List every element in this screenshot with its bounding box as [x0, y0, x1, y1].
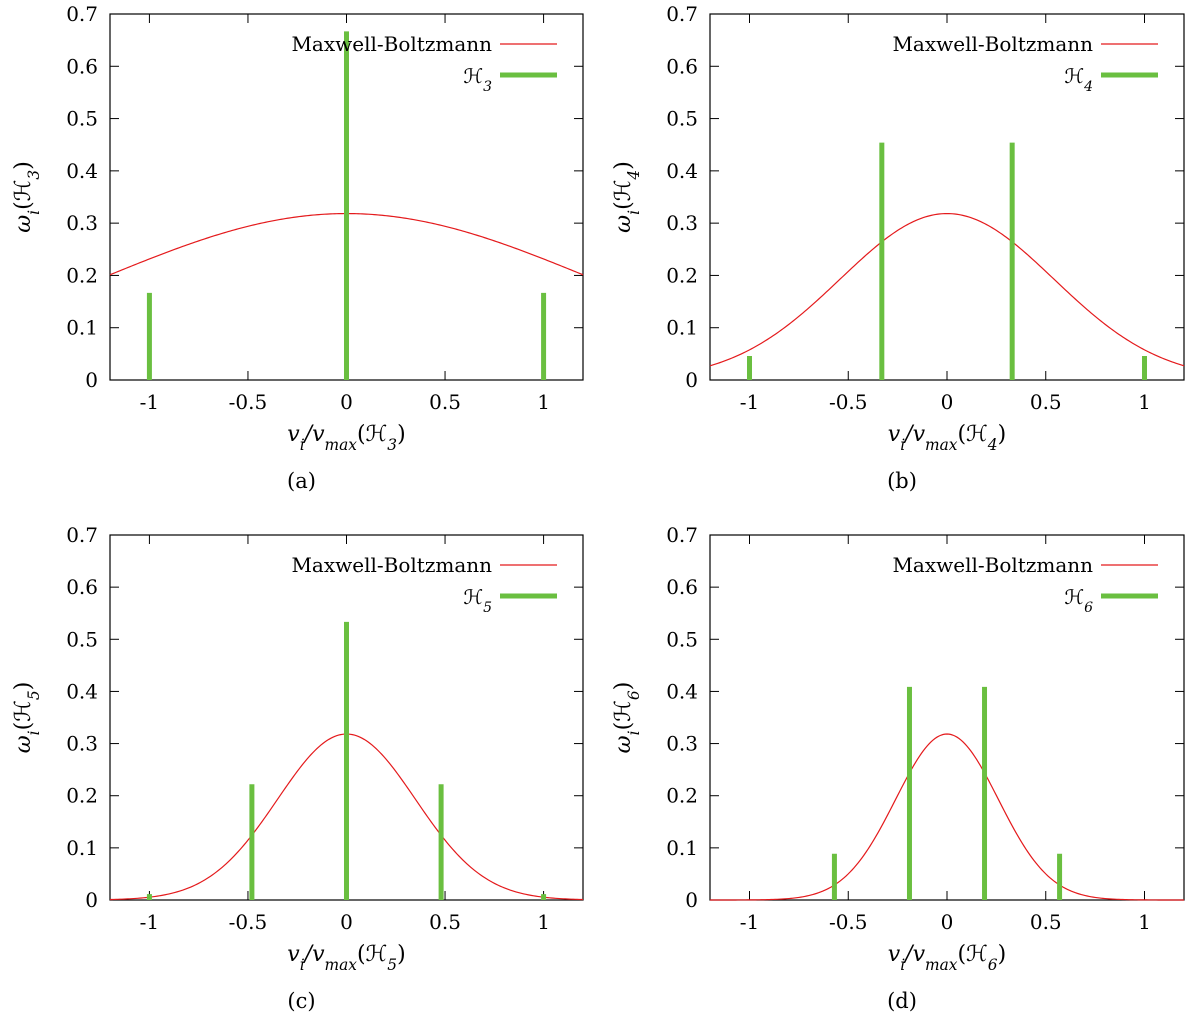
chart-panel-b: 0 0.1 0.2 0.3 0.4 0.5 0.6 0.7 -1 -0.5 0 0.5 1 Maxwell… — [611, 2, 1185, 493]
legend-label-impulses: ℋ4 — [1064, 64, 1093, 95]
chart-panel-d: 0 0.1 0.2 0.3 0.4 0.5 0.6 0.7 -1 -0.5 0 0.5 1 Maxwell… — [611, 523, 1185, 1013]
x-tick-label: 0 — [340, 910, 353, 934]
x-tick-label: -1 — [140, 390, 159, 414]
legend-label-maxwell-boltzmann: Maxwell-Boltzmann — [291, 553, 492, 577]
x-axis-label: vi/vmax(ℋ5) — [287, 942, 405, 974]
x-tick-label: -0.5 — [829, 910, 868, 934]
y-tick-label: 0.2 — [66, 263, 98, 287]
y-tick-label: 0 — [85, 888, 98, 912]
y-tick-label: 0 — [685, 368, 698, 392]
y-tick-label: 0.2 — [66, 784, 98, 808]
legend-label-maxwell-boltzmann: Maxwell-Boltzmann — [892, 32, 1093, 56]
y-tick-label: 0 — [685, 888, 698, 912]
y-tick-label: 0.4 — [66, 159, 98, 183]
y-tick-label: 0.7 — [66, 2, 98, 26]
panel-caption: (c) — [287, 989, 315, 1013]
y-tick-label: 0.3 — [66, 732, 98, 756]
y-tick-label: 0.7 — [666, 2, 698, 26]
y-tick-label: 0.2 — [666, 784, 698, 808]
x-axis-label: vi/vmax(ℋ3) — [287, 422, 405, 454]
legend-label-impulses: ℋ3 — [463, 64, 492, 95]
plot-frame — [709, 13, 1185, 381]
y-tick-label: 0.1 — [666, 316, 698, 340]
chart-panel-a: 0 0.1 0.2 0.3 0.4 0.5 0.6 0.7 -1 -0.5 0 0.5 1 Maxwell… — [11, 2, 584, 493]
legend-label-impulses: ℋ6 — [1064, 585, 1093, 616]
y-tick-label: 0.3 — [666, 211, 698, 235]
x-axis-label: vi/vmax(ℋ4) — [888, 422, 1006, 454]
legend-label-impulses: ℋ5 — [463, 585, 492, 616]
panel-caption: (b) — [887, 469, 917, 493]
legend-label-maxwell-boltzmann: Maxwell-Boltzmann — [892, 553, 1093, 577]
y-tick-label: 0 — [85, 368, 98, 392]
y-tick-label: 0.1 — [66, 836, 98, 860]
series-maxwell-boltzmann-line — [709, 212, 1185, 367]
x-tick-label: 0 — [941, 390, 954, 414]
series-maxwell-boltzmann-line — [710, 733, 1184, 901]
y-tick-label: 0.5 — [666, 107, 698, 131]
panel-caption: (a) — [287, 469, 316, 493]
y-tick-label: 0.6 — [66, 54, 98, 78]
x-tick-label: -1 — [740, 390, 759, 414]
y-tick-label: 0.4 — [66, 679, 98, 703]
x-tick-label: 1 — [537, 910, 550, 934]
y-tick-label: 0.5 — [666, 627, 698, 651]
x-tick-label: -0.5 — [229, 390, 268, 414]
legend-label-maxwell-boltzmann: Maxwell-Boltzmann — [291, 32, 492, 56]
y-tick-label: 0.6 — [66, 575, 98, 599]
x-tick-label: 1 — [1138, 910, 1151, 934]
x-tick-label: 0.5 — [1030, 390, 1062, 414]
y-tick-label: 0.4 — [666, 159, 698, 183]
y-axis-label: ωi(ℋ6) — [611, 682, 643, 754]
y-tick-label: 0.7 — [666, 523, 698, 547]
y-tick-label: 0.4 — [666, 679, 698, 703]
y-tick-label: 0.1 — [666, 836, 698, 860]
panel-caption: (d) — [887, 989, 917, 1013]
x-tick-label: 0.5 — [429, 390, 461, 414]
x-tick-label: 0.5 — [1030, 910, 1062, 934]
y-tick-label: 0.6 — [666, 54, 698, 78]
x-tick-label: 1 — [1138, 390, 1151, 414]
x-tick-label: -0.5 — [829, 390, 868, 414]
x-tick-label: 1 — [537, 390, 550, 414]
y-tick-label: 0.2 — [666, 263, 698, 287]
y-axis-label: ωi(ℋ3) — [11, 161, 43, 233]
x-tick-label: 0 — [340, 390, 353, 414]
x-axis-label: vi/vmax(ℋ6) — [888, 942, 1006, 974]
y-tick-label: 0.3 — [66, 211, 98, 235]
y-tick-label: 0.7 — [66, 523, 98, 547]
y-tick-label: 0.5 — [66, 627, 98, 651]
x-tick-label: 0 — [941, 910, 954, 934]
x-tick-label: -0.5 — [229, 910, 268, 934]
y-tick-label: 0.3 — [666, 732, 698, 756]
y-tick-label: 0.1 — [66, 316, 98, 340]
y-axis-label: ωi(ℋ5) — [11, 682, 43, 754]
y-tick-label: 0.6 — [666, 575, 698, 599]
x-tick-label: -1 — [140, 910, 159, 934]
x-tick-label: 0.5 — [429, 910, 461, 934]
plot-frame — [709, 534, 1185, 901]
x-tick-label: -1 — [740, 910, 759, 934]
y-axis-label: ωi(ℋ4) — [611, 161, 643, 233]
y-tick-label: 0.5 — [66, 107, 98, 131]
chart-panel-c: 0 0.1 0.2 0.3 0.4 0.5 0.6 0.7 -1 -0.5 0 0.5 1 Maxwell… — [11, 523, 584, 1013]
